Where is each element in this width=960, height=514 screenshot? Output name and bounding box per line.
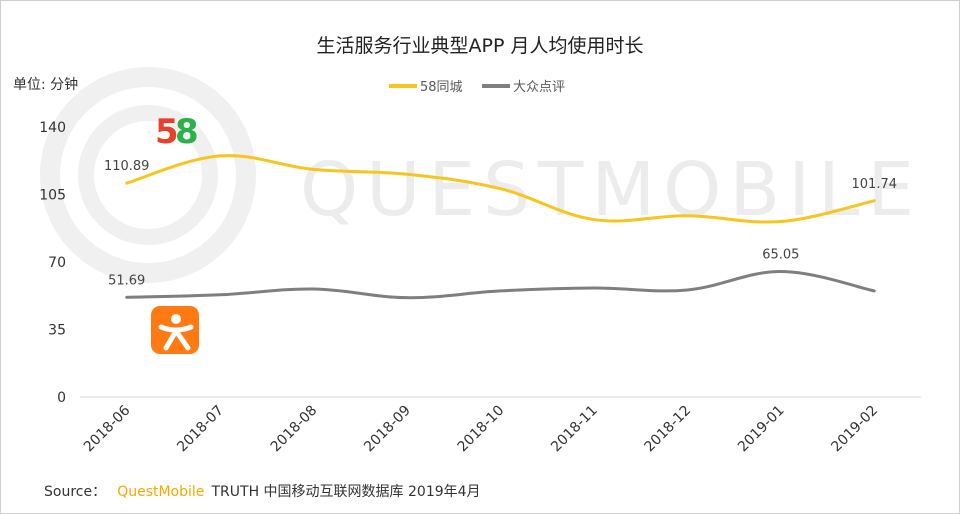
x-tick-label: 2018-10 [455, 403, 508, 456]
x-tick-label: 2018-11 [548, 403, 601, 456]
logo-58-digit-8: 8 [175, 112, 199, 152]
data-label: 51.69 [108, 273, 145, 288]
y-axis-unit-label: 单位: 分钟 [13, 76, 78, 93]
legend-label-58tongcheng: 58同城 [420, 80, 463, 95]
series-group [125, 154, 876, 300]
x-tick-label: 2019-01 [735, 403, 788, 456]
y-tick-label: 35 [48, 323, 66, 339]
y-axis-ticks: 0 35 70 105 140 [39, 120, 66, 406]
logo-58-digit-5: 5 [155, 112, 179, 152]
x-tick-label: 2018-08 [268, 403, 321, 456]
legend-label-dianping: 大众点评 [513, 80, 565, 95]
data-label: 110.89 [104, 159, 150, 174]
data-labels: 110.89 101.74 51.69 65.05 [104, 159, 897, 288]
watermark-text: QUESTMOBILE [300, 147, 922, 233]
data-label: 65.05 [762, 248, 799, 263]
source-rest: TRUTH 中国移动互联网数据库 2019年4月 [211, 484, 481, 500]
x-axis-ticks: 2018-06 2018-07 2018-08 2018-09 2018-10 2018-… [81, 402, 881, 455]
data-label: 101.74 [852, 177, 898, 192]
source-prefix: Source： [44, 484, 106, 500]
x-tick-label: 2018-09 [361, 403, 414, 456]
legend: 58同城 大众点评 [389, 80, 565, 95]
source-line: Source： QuestMobile TRUTH 中国移动互联网数据库 201… [44, 481, 481, 500]
y-tick-label: 140 [39, 120, 66, 136]
y-tick-label: 0 [57, 390, 66, 406]
y-tick-label: 70 [48, 255, 66, 271]
chart-title: 生活服务行业典型APP 月人均使用时长 [317, 35, 644, 57]
y-tick-label: 105 [39, 188, 66, 204]
x-tick-label: 2018-06 [81, 402, 134, 455]
questmobile-watermark: QUESTMOBILE [40, 67, 922, 283]
x-tick-label: 2018-07 [174, 403, 227, 456]
source-brand: QuestMobile [117, 484, 204, 500]
x-tick-label: 2018-12 [642, 403, 695, 456]
series-line-58tongcheng [125, 154, 876, 224]
dianping-logo [151, 306, 199, 354]
series-line-dianping [125, 270, 876, 300]
58tongcheng-logo: 5 8 [155, 112, 199, 152]
x-tick-label: 2019-02 [828, 403, 881, 456]
